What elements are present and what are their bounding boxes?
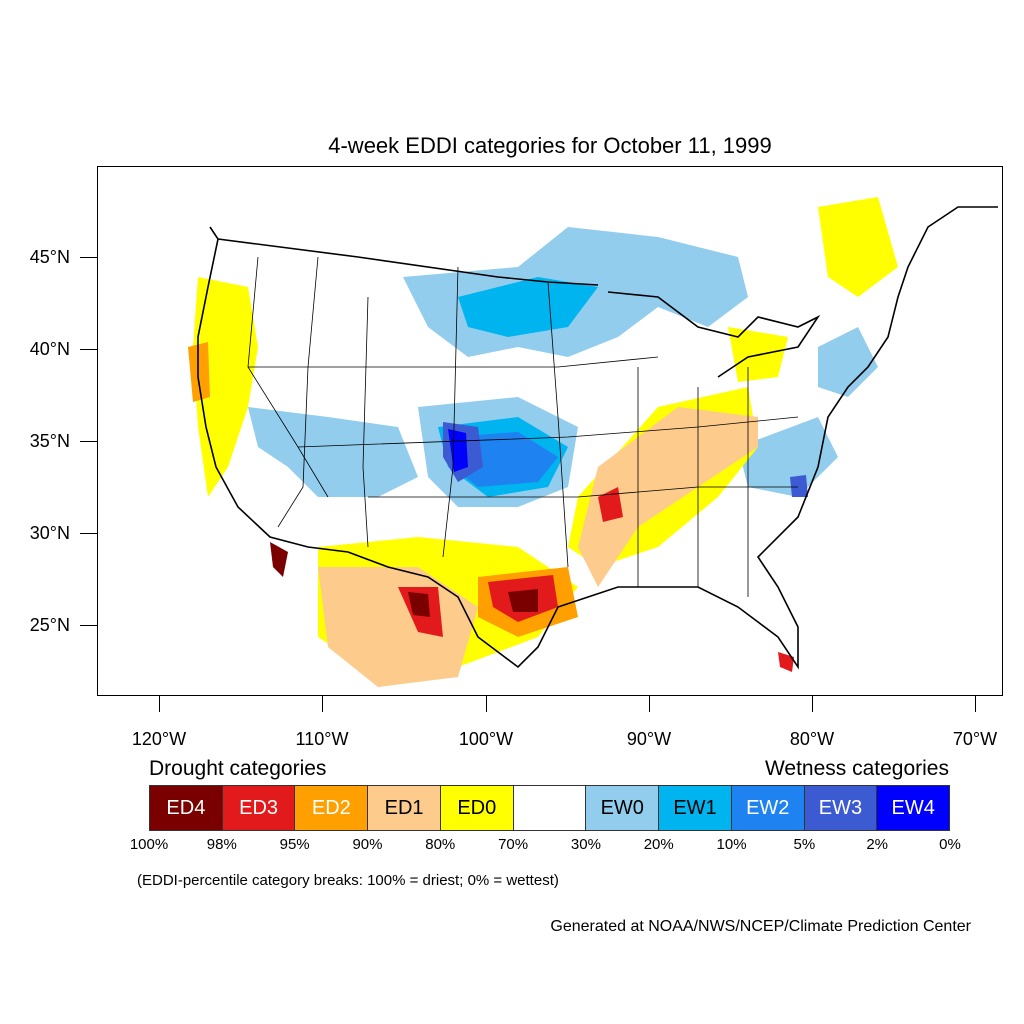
legend-cell-ed1: ED1 <box>368 786 441 830</box>
state-boundaries <box>247 256 799 597</box>
lon-label-100w: 100°W <box>458 729 514 749</box>
legend-break-label: 90% <box>352 836 383 853</box>
legend-break-label: 80% <box>425 836 456 853</box>
category-regions <box>188 197 898 687</box>
lon-tick <box>649 696 650 712</box>
region-ew0-northeast <box>818 327 878 397</box>
legend-break-label: 0% <box>939 836 961 853</box>
lon-label-90w: 90°W <box>626 729 672 749</box>
lat-label-35n: 35°N <box>29 431 70 451</box>
legend-cell-ed4: ED4 <box>150 786 223 830</box>
lat-tick <box>80 625 97 626</box>
legend-cell-neutral <box>513 786 587 830</box>
lon-label-80w: 80°W <box>789 729 835 749</box>
legend-cell-ew1: EW1 <box>659 786 732 830</box>
lat-tick <box>80 533 97 534</box>
lon-tick <box>486 696 487 712</box>
legend-break-label: 98% <box>206 836 237 853</box>
wetness-heading: Wetness categories <box>764 757 949 780</box>
credit-line: Generated at NOAA/NWS/NCEP/Climate Predi… <box>550 918 971 935</box>
legend-break-label: 95% <box>279 836 310 853</box>
lon-label-120w: 120°W <box>131 729 187 749</box>
legend-break-label: 5% <box>793 836 816 853</box>
lon-label-110w: 110°W <box>295 729 349 749</box>
lat-label-25n: 25°N <box>29 615 70 635</box>
state-line-5 <box>547 281 569 568</box>
map-title: 4-week EDDI categories for October 11, 1… <box>328 133 772 158</box>
lat-tick <box>80 349 97 350</box>
region-ew3-carolina <box>790 475 808 497</box>
region-ew0-east <box>738 417 838 497</box>
state-line-2 <box>277 256 319 528</box>
lat-label-40n: 40°N <box>29 339 70 359</box>
category-note: (EDDI-percentile category breaks: 100% =… <box>137 872 559 889</box>
legend-break-label: 100% <box>129 836 169 853</box>
great-lakes <box>607 291 821 378</box>
lat-label-45n: 45°N <box>29 247 70 267</box>
legend-break-label: 30% <box>570 836 601 853</box>
region-ed0-maine <box>818 197 898 297</box>
lon-label-70w: 70°W <box>952 729 998 749</box>
legend-break-label: 70% <box>498 836 529 853</box>
legend-break-label: 20% <box>643 836 674 853</box>
map-panel <box>97 166 1003 696</box>
state-line-4 <box>442 266 459 558</box>
lon-tick <box>812 696 813 712</box>
legend-cell-ew0: EW0 <box>586 786 660 830</box>
region-ed3-arkansas <box>598 487 623 522</box>
region-ed2-california <box>188 342 210 402</box>
legend-cell-ew3: EW3 <box>804 786 878 830</box>
legend-cell-ed2: ED2 <box>295 786 369 830</box>
legend-cell-ed0: ED0 <box>440 786 514 830</box>
coastlines <box>197 206 998 670</box>
drought-heading: Drought categories <box>149 757 327 780</box>
state-line-1 <box>247 256 329 498</box>
region-ew1-north <box>458 277 598 337</box>
legend-color-bar: ED4 ED3 ED2 ED1 ED0 EW0 EW1 EW2 EW3 EW4 <box>149 785 950 831</box>
region-ed1-mississippi <box>578 407 758 587</box>
region-ed3-florida <box>778 652 794 672</box>
state-line-3 <box>362 296 369 548</box>
legend-break-label: 10% <box>716 836 747 853</box>
region-ed4-texas <box>508 589 538 612</box>
region-ed3-baja <box>270 542 288 577</box>
canada-border <box>217 238 599 286</box>
lat-tick <box>80 257 97 258</box>
legend-break-label: 2% <box>866 836 889 853</box>
lat-label-30n: 30°N <box>29 523 70 543</box>
legend-cell-ed3: ED3 <box>222 786 296 830</box>
state-line-6 <box>248 356 659 368</box>
map-canvas <box>188 197 998 687</box>
lat-tick <box>80 441 97 442</box>
us-outline <box>197 206 998 670</box>
legend-cell-ew4: EW4 <box>877 786 950 830</box>
region-ew0-southwest <box>248 407 418 497</box>
region-ed4-border <box>408 592 430 617</box>
legend-cell-ew2: EW2 <box>731 786 805 830</box>
lon-tick <box>975 696 976 712</box>
lon-tick <box>159 696 160 712</box>
lon-tick <box>322 696 323 712</box>
